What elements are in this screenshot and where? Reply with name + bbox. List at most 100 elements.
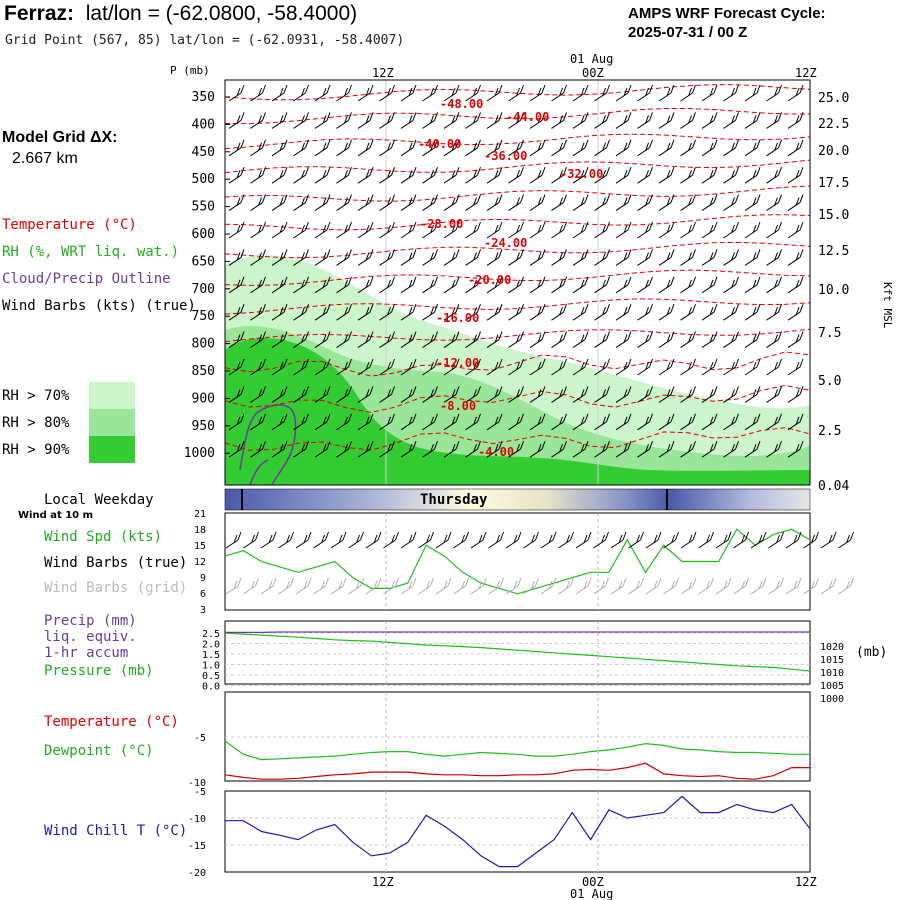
wind-barb [572,139,589,157]
wind-barb [422,276,438,294]
wind-barbs-grid [228,84,804,458]
wind-barb [443,139,460,157]
wind-barb [357,139,374,157]
surface-barb-grid [260,577,277,595]
precip-ytick-4: 0.5 [202,671,220,682]
wind-barb [723,112,739,129]
wind-barb [658,194,675,212]
wind-barb [422,84,438,102]
wind-barb [422,413,438,431]
wind-barb [486,167,503,184]
temp-contour-10 [225,351,810,377]
wind-barb [615,194,632,212]
station-latlon: lat/lon = (-62.0800, -58.4000) [85,2,358,25]
wind-barb [486,413,503,431]
forecast-cycle-date: 2025-07-31 / 00 Z [628,24,748,41]
forecast-cycle-title: AMPS WRF Forecast Cycle: [628,5,826,22]
dewpoint-label: Dewpoint (°C) [44,743,154,759]
wind-barb [443,84,460,102]
precip-ytick-2: 1.5 [202,650,220,661]
wind-ytick-6: 6 [200,589,206,600]
forecast-cycle: AMPS WRF Forecast Cycle: 2025-07-31 / 00… [628,4,826,42]
wind-barb [271,331,288,349]
wind-barb [379,139,395,157]
surface-barb-grid [803,577,819,595]
wind-barb [422,358,438,376]
surface-barb-grid [733,577,749,595]
wind-barb [228,304,245,321]
wind-barb [615,441,632,458]
wind-barb [271,139,288,157]
wind-barb [465,358,481,376]
wind-barb [250,276,266,294]
wind-barb [680,194,696,212]
legend-rh90-swatch [89,436,135,463]
wind-barb [508,386,524,403]
wind-barb [228,221,245,239]
legend-temperature: Temperature (°C) [2,217,137,233]
pressure-ytick-1020: 1020 [820,642,844,653]
wind-barb [787,386,804,403]
surface-barb-grid [540,577,557,595]
wind-barb [314,167,331,184]
wind-barb [400,304,417,321]
wind-barb [379,221,395,239]
wind-barb [314,304,331,321]
wind-barb [787,221,804,239]
wind-barb [787,112,804,129]
surface-wind-barbs [225,531,854,595]
wind-barb [766,194,782,212]
wind-barb [680,358,696,376]
surface-barb-true [610,531,627,549]
pressure-levels: 350 400 450 500 550 600 650 700 750 800 850 900 950 1… [184,90,230,461]
wind-barb [594,221,610,239]
top-tick-1: 12Z [372,66,394,80]
wind-barb [551,112,567,129]
wind-barb [400,194,417,212]
wind-barb [400,139,417,157]
wind-barb [422,167,438,184]
wind-barb [658,221,675,239]
pressure-level-950: 950 [192,419,215,434]
wind-barb [572,304,589,321]
wind-barb [465,84,481,102]
temp-contour-label-3: -36.00 [484,149,527,163]
temp-contour-0 [225,84,810,101]
wind-barb [701,358,718,376]
wind-barb [271,441,288,458]
pressure-level-750: 750 [192,309,215,324]
temperature-line [224,762,810,780]
wind-barb [529,304,546,321]
rh90-region [225,338,810,485]
wind-barb [486,194,503,212]
wind-barb [551,441,567,458]
surface-barb-true [313,531,329,549]
wind-barb [271,358,288,376]
surface-barb-true [575,531,592,549]
wind-barb [336,167,352,184]
surface-barb-true [383,531,399,549]
wind-ytick-18: 18 [194,525,206,536]
surface-barb-grid [313,577,329,595]
wind-barb [551,194,567,212]
wind-barb [422,386,438,403]
wind-barb [551,84,567,102]
legend-rh70-swatch [89,382,135,409]
wind-barb [293,413,309,431]
wind-barb [465,441,481,458]
wind-barb [766,84,782,102]
temp-contour-label-4: -32.00 [560,167,603,181]
wind-barb [422,249,438,266]
wind-barb [594,358,610,376]
wind-barb [529,413,546,431]
wind-barb [658,249,675,266]
height-level-9: 2.5 [818,424,841,439]
temp-panel-frame [224,691,811,782]
wind-speed-label: Wind Spd (kts) [44,529,163,545]
surface-barb-true [278,531,294,549]
wind-barb [701,304,718,321]
wind-barb [594,194,610,212]
surface-barb-grid [663,577,679,595]
wind-barb [250,386,266,403]
wind-ytick-21: 21 [194,509,206,520]
